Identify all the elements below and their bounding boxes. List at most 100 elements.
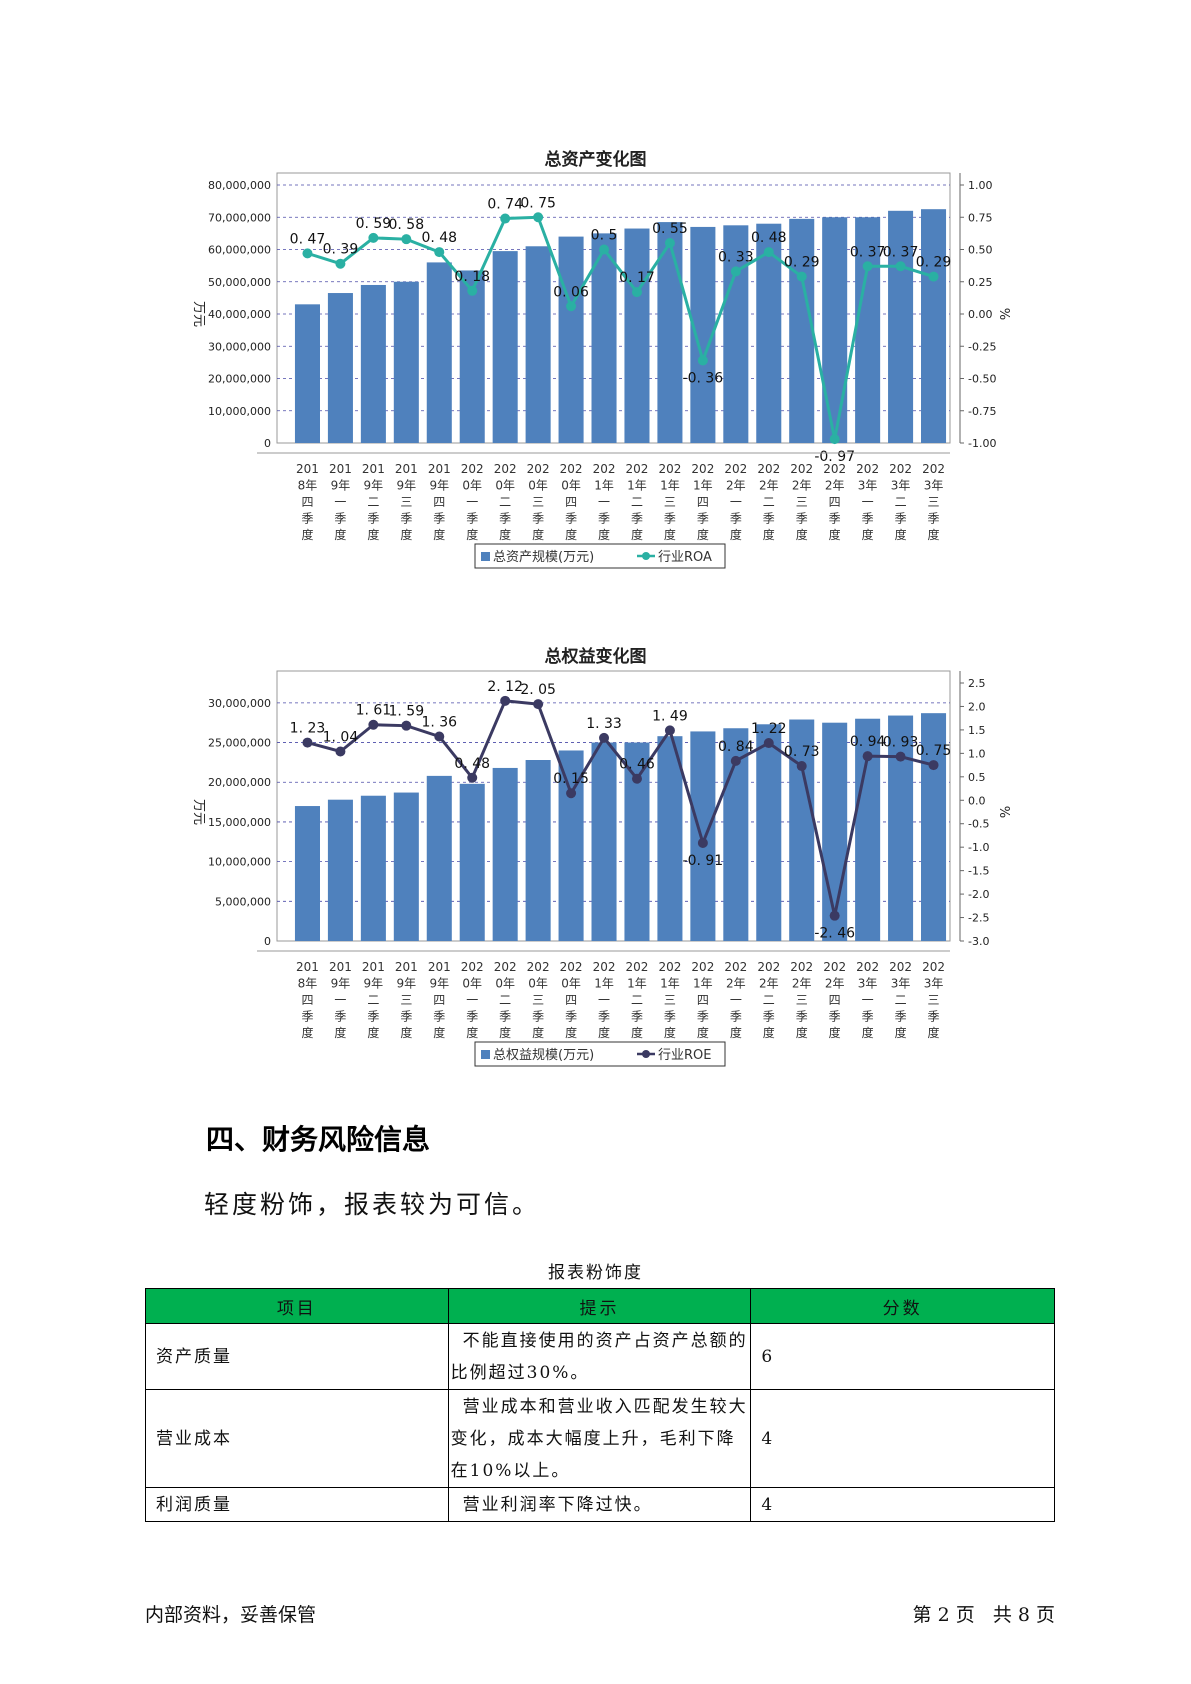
y2-tick-label: -1.0 [968, 841, 989, 854]
table-row: 资产质量 不能直接使用的资产占资产总额的比例超过30%。 6 [145, 1323, 1055, 1390]
data-label: 2. 12 [487, 679, 523, 695]
data-label: 0. 75 [520, 195, 556, 211]
row-score: 4 [750, 1487, 1055, 1522]
line-point [533, 699, 544, 710]
x-tick-label: 度 [499, 1025, 511, 1040]
x-tick-label: 季 [631, 1010, 643, 1024]
x-tick-label: 202 [593, 462, 616, 476]
line-point [401, 720, 412, 731]
x-tick-label: 季 [730, 512, 742, 526]
table-header-row: 项目 提示 分数 [145, 1288, 1055, 1324]
x-tick-label: 度 [697, 1025, 709, 1040]
x-tick-label: 202 [856, 960, 879, 974]
y-tick-label: 50,000,000 [208, 276, 271, 289]
x-tick-label: 一 [466, 993, 478, 1007]
x-tick-label: 一 [334, 495, 346, 509]
x-tick-label: 季 [466, 512, 478, 526]
data-label: -2. 46 [814, 926, 855, 942]
data-label: 0. 29 [784, 255, 820, 271]
x-tick-label: 四 [697, 993, 709, 1007]
x-tick-label: 二 [367, 495, 379, 509]
line-point [368, 232, 379, 243]
x-tick-label: 四 [565, 993, 577, 1007]
bar [855, 217, 881, 443]
row-item: 资产质量 [145, 1323, 449, 1390]
line-point [467, 285, 478, 296]
line-point [928, 271, 939, 282]
x-tick-label: 度 [928, 1025, 940, 1040]
x-tick-label: 2年 [759, 479, 779, 493]
x-tick-label: 季 [334, 1010, 346, 1024]
x-tick-label: 度 [829, 527, 841, 542]
x-tick-label: 四 [697, 495, 709, 509]
table-row: 营业成本 营业成本和营业收入匹配发生较大变化，成本大幅度上升，毛利下降在10%以… [145, 1389, 1055, 1488]
x-tick-label: 四 [433, 495, 445, 509]
x-tick-label: 四 [433, 993, 445, 1007]
column-header-item: 项目 [145, 1288, 449, 1324]
x-tick-label: 二 [499, 993, 511, 1007]
data-label: 0. 37 [850, 244, 886, 260]
y-tick-label: 60,000,000 [208, 244, 271, 257]
data-label: 1. 22 [751, 721, 787, 737]
x-tick-label: 二 [631, 495, 643, 509]
line-point [763, 738, 774, 749]
x-tick-label: 季 [928, 1010, 940, 1024]
x-tick-label: 季 [895, 1010, 907, 1024]
y2-tick-label: 0.75 [968, 211, 993, 224]
section-heading: 四、财务风险信息 [206, 1123, 431, 1156]
data-label: 2. 05 [520, 682, 556, 698]
x-tick-label: 季 [664, 1010, 676, 1024]
bar [657, 222, 683, 443]
line-point [730, 266, 741, 277]
y2-tick-label: -0.5 [968, 818, 989, 831]
x-tick-label: 202 [494, 462, 517, 476]
bar [525, 246, 551, 443]
x-tick-label: 三 [796, 993, 808, 1007]
x-tick-label: 3年 [858, 977, 878, 991]
footer-page-number: 第 2 页 共 8 页 [912, 1604, 1055, 1626]
data-label: -0. 91 [683, 853, 724, 869]
y-tick-label: 0 [264, 437, 271, 450]
y2-tick-label: 1.5 [968, 724, 986, 737]
line-point [434, 247, 445, 258]
line-point [796, 271, 807, 282]
y-tick-label: 0 [264, 935, 271, 948]
x-tick-label: 二 [367, 993, 379, 1007]
y-tick-label: 40,000,000 [208, 308, 271, 321]
x-tick-label: 202 [560, 462, 583, 476]
x-tick-label: 季 [862, 512, 874, 526]
x-tick-label: 202 [560, 960, 583, 974]
bar [525, 760, 551, 941]
data-label: 1. 36 [421, 714, 457, 730]
x-tick-label: 9年 [397, 479, 417, 493]
x-tick-label: 202 [494, 960, 517, 974]
x-tick-label: 一 [598, 993, 610, 1007]
y2-tick-label: 0.00 [968, 308, 993, 321]
x-tick-label: 季 [697, 512, 709, 526]
x-tick-label: 202 [724, 960, 747, 974]
y-tick-label: 10,000,000 [208, 405, 271, 418]
x-tick-label: 202 [757, 960, 780, 974]
bar [723, 225, 749, 443]
x-tick-label: 202 [823, 960, 846, 974]
data-label: 0. 94 [850, 734, 886, 750]
y-tick-label: 20,000,000 [208, 776, 271, 789]
bar [888, 210, 914, 443]
x-tick-label: 1年 [660, 977, 680, 991]
y-tick-label: 25,000,000 [208, 737, 271, 750]
x-tick-label: 1年 [693, 977, 713, 991]
row-score: 4 [750, 1389, 1055, 1488]
row-item: 营业成本 [145, 1389, 449, 1488]
x-tick-label: 202 [823, 462, 846, 476]
line-point [829, 910, 840, 921]
bar [921, 209, 947, 443]
data-label: 1. 59 [389, 704, 425, 720]
y-tick-label: 10,000,000 [208, 856, 271, 869]
line-point [928, 760, 939, 771]
bar [591, 233, 617, 443]
line-point [730, 755, 741, 766]
y-tick-label: 80,000,000 [208, 179, 271, 192]
data-label: 0. 48 [454, 756, 490, 772]
x-tick-label: 1年 [693, 479, 713, 493]
x-tick-label: 8年 [298, 479, 318, 493]
